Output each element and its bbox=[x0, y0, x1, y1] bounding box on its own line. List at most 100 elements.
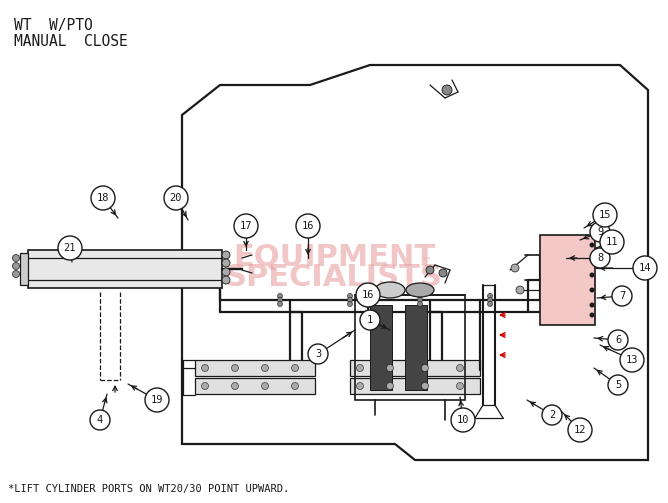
Text: SPECIALISTS: SPECIALISTS bbox=[225, 264, 443, 293]
Circle shape bbox=[232, 365, 238, 372]
Text: 13: 13 bbox=[626, 355, 638, 365]
Circle shape bbox=[222, 251, 230, 259]
Circle shape bbox=[232, 382, 238, 389]
Circle shape bbox=[418, 301, 422, 306]
Circle shape bbox=[202, 365, 208, 372]
Circle shape bbox=[347, 297, 353, 302]
Circle shape bbox=[589, 258, 595, 263]
Text: 3: 3 bbox=[315, 349, 321, 359]
Circle shape bbox=[222, 268, 230, 276]
Bar bbox=[20, 253, 28, 285]
Circle shape bbox=[296, 214, 320, 238]
Text: 5: 5 bbox=[615, 380, 621, 390]
Circle shape bbox=[426, 266, 434, 274]
Text: 9: 9 bbox=[597, 227, 603, 237]
Circle shape bbox=[456, 365, 464, 372]
Text: 17: 17 bbox=[240, 221, 253, 231]
Circle shape bbox=[164, 186, 188, 210]
Circle shape bbox=[593, 203, 617, 227]
Text: 21: 21 bbox=[63, 243, 76, 253]
Circle shape bbox=[277, 297, 283, 302]
Text: EQUIPMENT: EQUIPMENT bbox=[233, 243, 435, 273]
Text: *LIFT CYLINDER PORTS ON WT20/30 POINT UPWARD.: *LIFT CYLINDER PORTS ON WT20/30 POINT UP… bbox=[8, 484, 289, 494]
Text: 6: 6 bbox=[615, 335, 621, 345]
Circle shape bbox=[91, 186, 115, 210]
Text: 2: 2 bbox=[549, 410, 555, 420]
Circle shape bbox=[90, 410, 110, 430]
Bar bbox=[195, 360, 315, 376]
Circle shape bbox=[308, 344, 328, 364]
Circle shape bbox=[357, 365, 363, 372]
Circle shape bbox=[456, 382, 464, 389]
Text: 14: 14 bbox=[639, 263, 651, 273]
Circle shape bbox=[439, 269, 447, 277]
Circle shape bbox=[202, 382, 208, 389]
Text: 19: 19 bbox=[151, 395, 163, 405]
Text: 1: 1 bbox=[367, 315, 373, 325]
Circle shape bbox=[589, 273, 595, 278]
Circle shape bbox=[222, 259, 230, 267]
Circle shape bbox=[589, 312, 595, 317]
Bar bbox=[405, 305, 427, 390]
Circle shape bbox=[488, 301, 492, 306]
Bar bbox=[350, 378, 480, 394]
Circle shape bbox=[633, 256, 657, 280]
Text: 15: 15 bbox=[599, 210, 611, 220]
Bar bbox=[540, 235, 595, 325]
Circle shape bbox=[58, 236, 82, 260]
Circle shape bbox=[277, 301, 283, 306]
Circle shape bbox=[612, 286, 632, 306]
Text: MANUAL  CLOSE: MANUAL CLOSE bbox=[14, 34, 128, 49]
Circle shape bbox=[418, 293, 422, 298]
Circle shape bbox=[291, 365, 299, 372]
Bar bbox=[195, 378, 315, 394]
Circle shape bbox=[442, 85, 452, 95]
Circle shape bbox=[422, 382, 428, 389]
Ellipse shape bbox=[406, 283, 434, 297]
Circle shape bbox=[291, 382, 299, 389]
Circle shape bbox=[13, 263, 19, 270]
Circle shape bbox=[589, 242, 595, 247]
Ellipse shape bbox=[375, 282, 405, 298]
Text: 7: 7 bbox=[619, 291, 625, 301]
Circle shape bbox=[451, 408, 475, 432]
Text: 12: 12 bbox=[574, 425, 587, 435]
Circle shape bbox=[488, 297, 492, 302]
Circle shape bbox=[13, 255, 19, 262]
Circle shape bbox=[620, 348, 644, 372]
Circle shape bbox=[590, 222, 610, 242]
Circle shape bbox=[234, 214, 258, 238]
Circle shape bbox=[347, 293, 353, 298]
Circle shape bbox=[357, 382, 363, 389]
Circle shape bbox=[145, 388, 169, 412]
Circle shape bbox=[13, 271, 19, 278]
Circle shape bbox=[360, 310, 380, 330]
Text: 10: 10 bbox=[457, 415, 469, 425]
Circle shape bbox=[422, 365, 428, 372]
Circle shape bbox=[356, 283, 380, 307]
Circle shape bbox=[261, 382, 269, 389]
Text: 4: 4 bbox=[97, 415, 103, 425]
Circle shape bbox=[516, 286, 524, 294]
Text: ™: ™ bbox=[420, 257, 431, 267]
Bar bbox=[350, 360, 480, 376]
Circle shape bbox=[418, 297, 422, 302]
Text: 16: 16 bbox=[362, 290, 374, 300]
Circle shape bbox=[347, 301, 353, 306]
Circle shape bbox=[261, 365, 269, 372]
Circle shape bbox=[589, 302, 595, 307]
Text: 11: 11 bbox=[606, 237, 619, 247]
Bar bbox=[370, 305, 392, 390]
Bar bbox=[355, 295, 465, 400]
Text: WT  W/PTO: WT W/PTO bbox=[14, 18, 93, 33]
Bar bbox=[28, 250, 222, 288]
Circle shape bbox=[277, 293, 283, 298]
Circle shape bbox=[387, 365, 393, 372]
Text: 18: 18 bbox=[97, 193, 110, 203]
Circle shape bbox=[387, 382, 393, 389]
Circle shape bbox=[488, 293, 492, 298]
Circle shape bbox=[568, 418, 592, 442]
Circle shape bbox=[589, 288, 595, 293]
Text: 20: 20 bbox=[170, 193, 182, 203]
Circle shape bbox=[511, 264, 519, 272]
